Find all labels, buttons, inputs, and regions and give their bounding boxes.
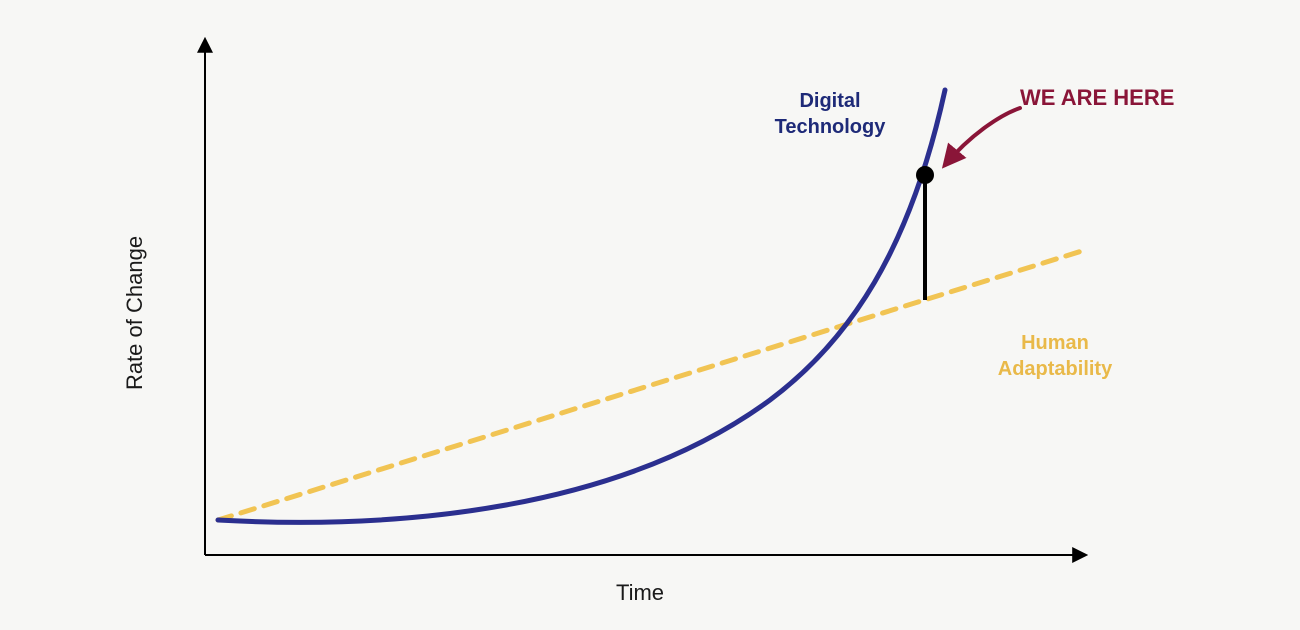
x-axis-label: Time [616, 580, 664, 606]
chart-container: Rate of Change Time Digital Technology H… [0, 0, 1300, 630]
y-axis-label: Rate of Change [122, 236, 148, 390]
series-digital_technology [218, 90, 945, 522]
series-label-digital: Digital Technology [740, 88, 920, 140]
series-label-digital-line1: Digital [799, 90, 860, 112]
series-label-digital-line2: Technology [775, 116, 886, 138]
callout-arrow-icon [945, 108, 1020, 165]
series-human_adaptability [218, 250, 1085, 520]
series-label-human-line2: Adaptability [998, 358, 1112, 380]
marker-point [916, 166, 934, 184]
callout-label: WE ARE HERE [1020, 85, 1174, 111]
series-label-human-line1: Human [1021, 332, 1089, 354]
series-label-human: Human Adaptability [950, 330, 1160, 382]
